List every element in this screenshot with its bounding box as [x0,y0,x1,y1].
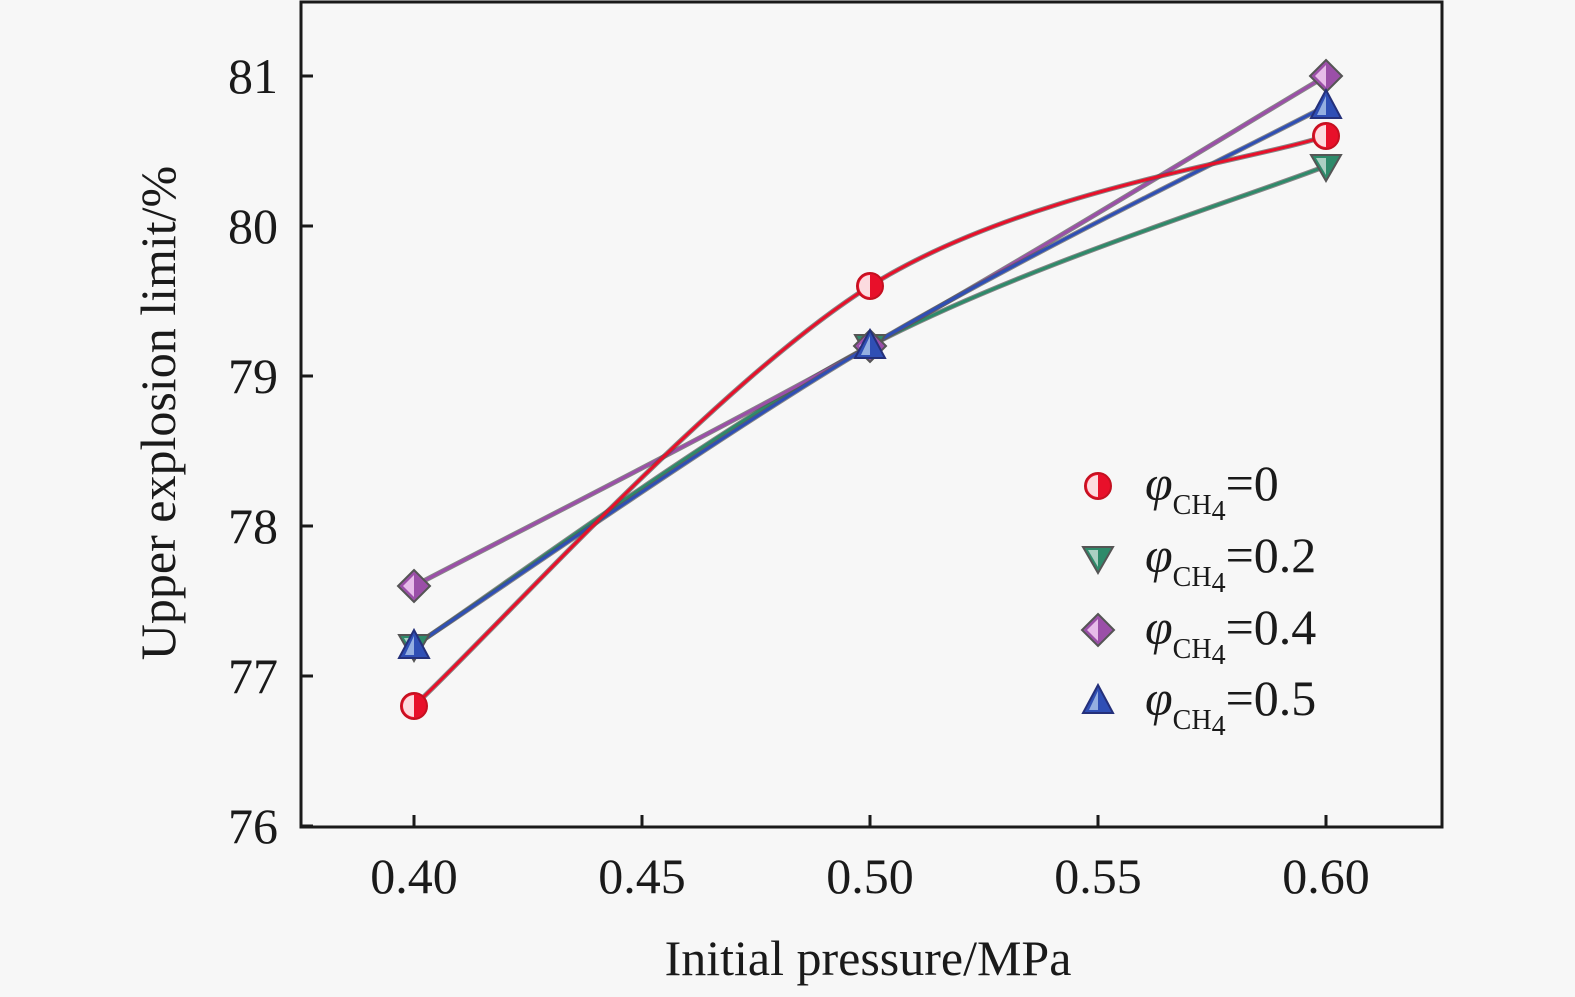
x-tick-label: 0.45 [598,848,686,904]
legend-marker-triangle-down [1081,546,1115,576]
data-point-circle [856,272,884,300]
y-tick-label: 81 [228,48,278,104]
legend-marker-triangle-up [1081,682,1115,714]
data-point-diamond [396,568,432,604]
x-tick-label: 0.50 [826,848,914,904]
legend-item: φCH4=0.4 [1080,599,1316,671]
data-point-circle [400,692,428,720]
series-line [412,134,1327,708]
data-point-circle [1312,122,1340,150]
legend-label: φCH4=0.5 [1145,670,1316,742]
legend-item: φCH4=0.5 [1081,670,1316,742]
legend-label: φCH4=0.4 [1145,599,1316,671]
x-axis: 0.40 0.45 0.50 0.55 0.60 [370,815,1370,904]
x-tick-label: 0.55 [1054,848,1142,904]
data-point-triangle-up [853,327,887,359]
x-axis-title: Initial pressure/MPa [665,930,1072,986]
y-tick-label: 78 [228,498,278,554]
data-point-triangle-down [1309,154,1343,184]
series-line-outline [412,133,1327,708]
y-tick-label: 76 [228,798,278,854]
y-tick-label: 77 [228,648,278,704]
legend-marker-circle [1084,472,1112,500]
y-tick-label: 80 [228,198,278,254]
markers-layer [396,58,1344,720]
legend-label: φCH4=0 [1145,455,1279,527]
x-tick-label: 0.40 [370,848,458,904]
data-point-diamond [1308,58,1344,94]
legend-label: φCH4=0.2 [1145,527,1316,599]
legend-marker-diamond [1080,612,1116,648]
legend-item: φCH4=0.2 [1081,527,1316,599]
series-layer [412,73,1328,708]
legend-item: φCH4=0 [1084,455,1279,527]
x-tick-label: 0.60 [1282,848,1370,904]
data-point-triangle-up [1309,87,1343,119]
y-axis-title: Upper explosion limit/% [130,166,186,660]
data-point-triangle-up [397,627,431,659]
y-tick-label: 79 [228,348,278,404]
y-axis: 76 77 78 79 80 81 [228,48,313,854]
